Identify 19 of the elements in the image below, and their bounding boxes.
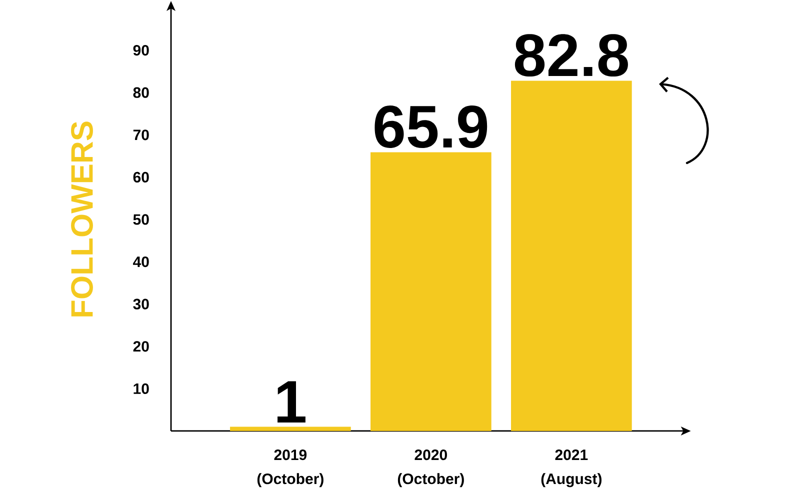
y-tick-label: 30 — [133, 298, 149, 310]
bar — [370, 152, 492, 431]
bar — [230, 426, 351, 431]
x-tick-label: 2021 (August) — [541, 450, 602, 488]
x-tick-label: 2019 (October) — [257, 450, 324, 488]
bar — [511, 80, 632, 431]
data-label: 1 — [278, 381, 306, 423]
y-tick-label: 70 — [133, 130, 149, 140]
data-label: 65.9 — [374, 106, 488, 148]
y-tick-label: 40 — [133, 256, 149, 268]
y-tick-label: 10 — [134, 383, 149, 394]
data-label: 82.8 — [514, 34, 628, 77]
y-tick-label: 20 — [133, 341, 149, 352]
y-axis-title: FOLLOWERS — [71, 122, 93, 316]
y-tick-label: 60 — [133, 172, 149, 182]
y-tick-label: 90 — [133, 44, 149, 56]
y-tick-label: 50 — [133, 214, 149, 225]
y-tick-label: 80 — [133, 87, 149, 98]
x-tick-label: 2020 (October) — [398, 450, 464, 488]
